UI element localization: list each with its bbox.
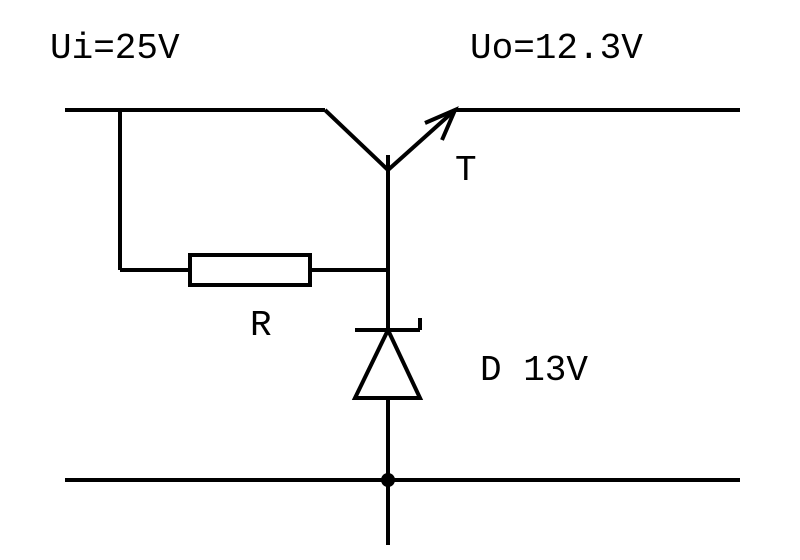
label-uo: Uo=12.3V: [470, 28, 643, 69]
transistor-emitter: [388, 110, 455, 170]
label-transistor: T: [455, 150, 477, 191]
zener-triangle: [355, 330, 420, 398]
circuit-schematic: [0, 0, 800, 560]
transistor-collector: [325, 110, 388, 170]
label-diode: D 13V: [480, 350, 588, 391]
resistor-body: [190, 255, 310, 285]
label-resistor: R: [250, 305, 272, 346]
label-ui: Ui=25V: [50, 28, 180, 69]
